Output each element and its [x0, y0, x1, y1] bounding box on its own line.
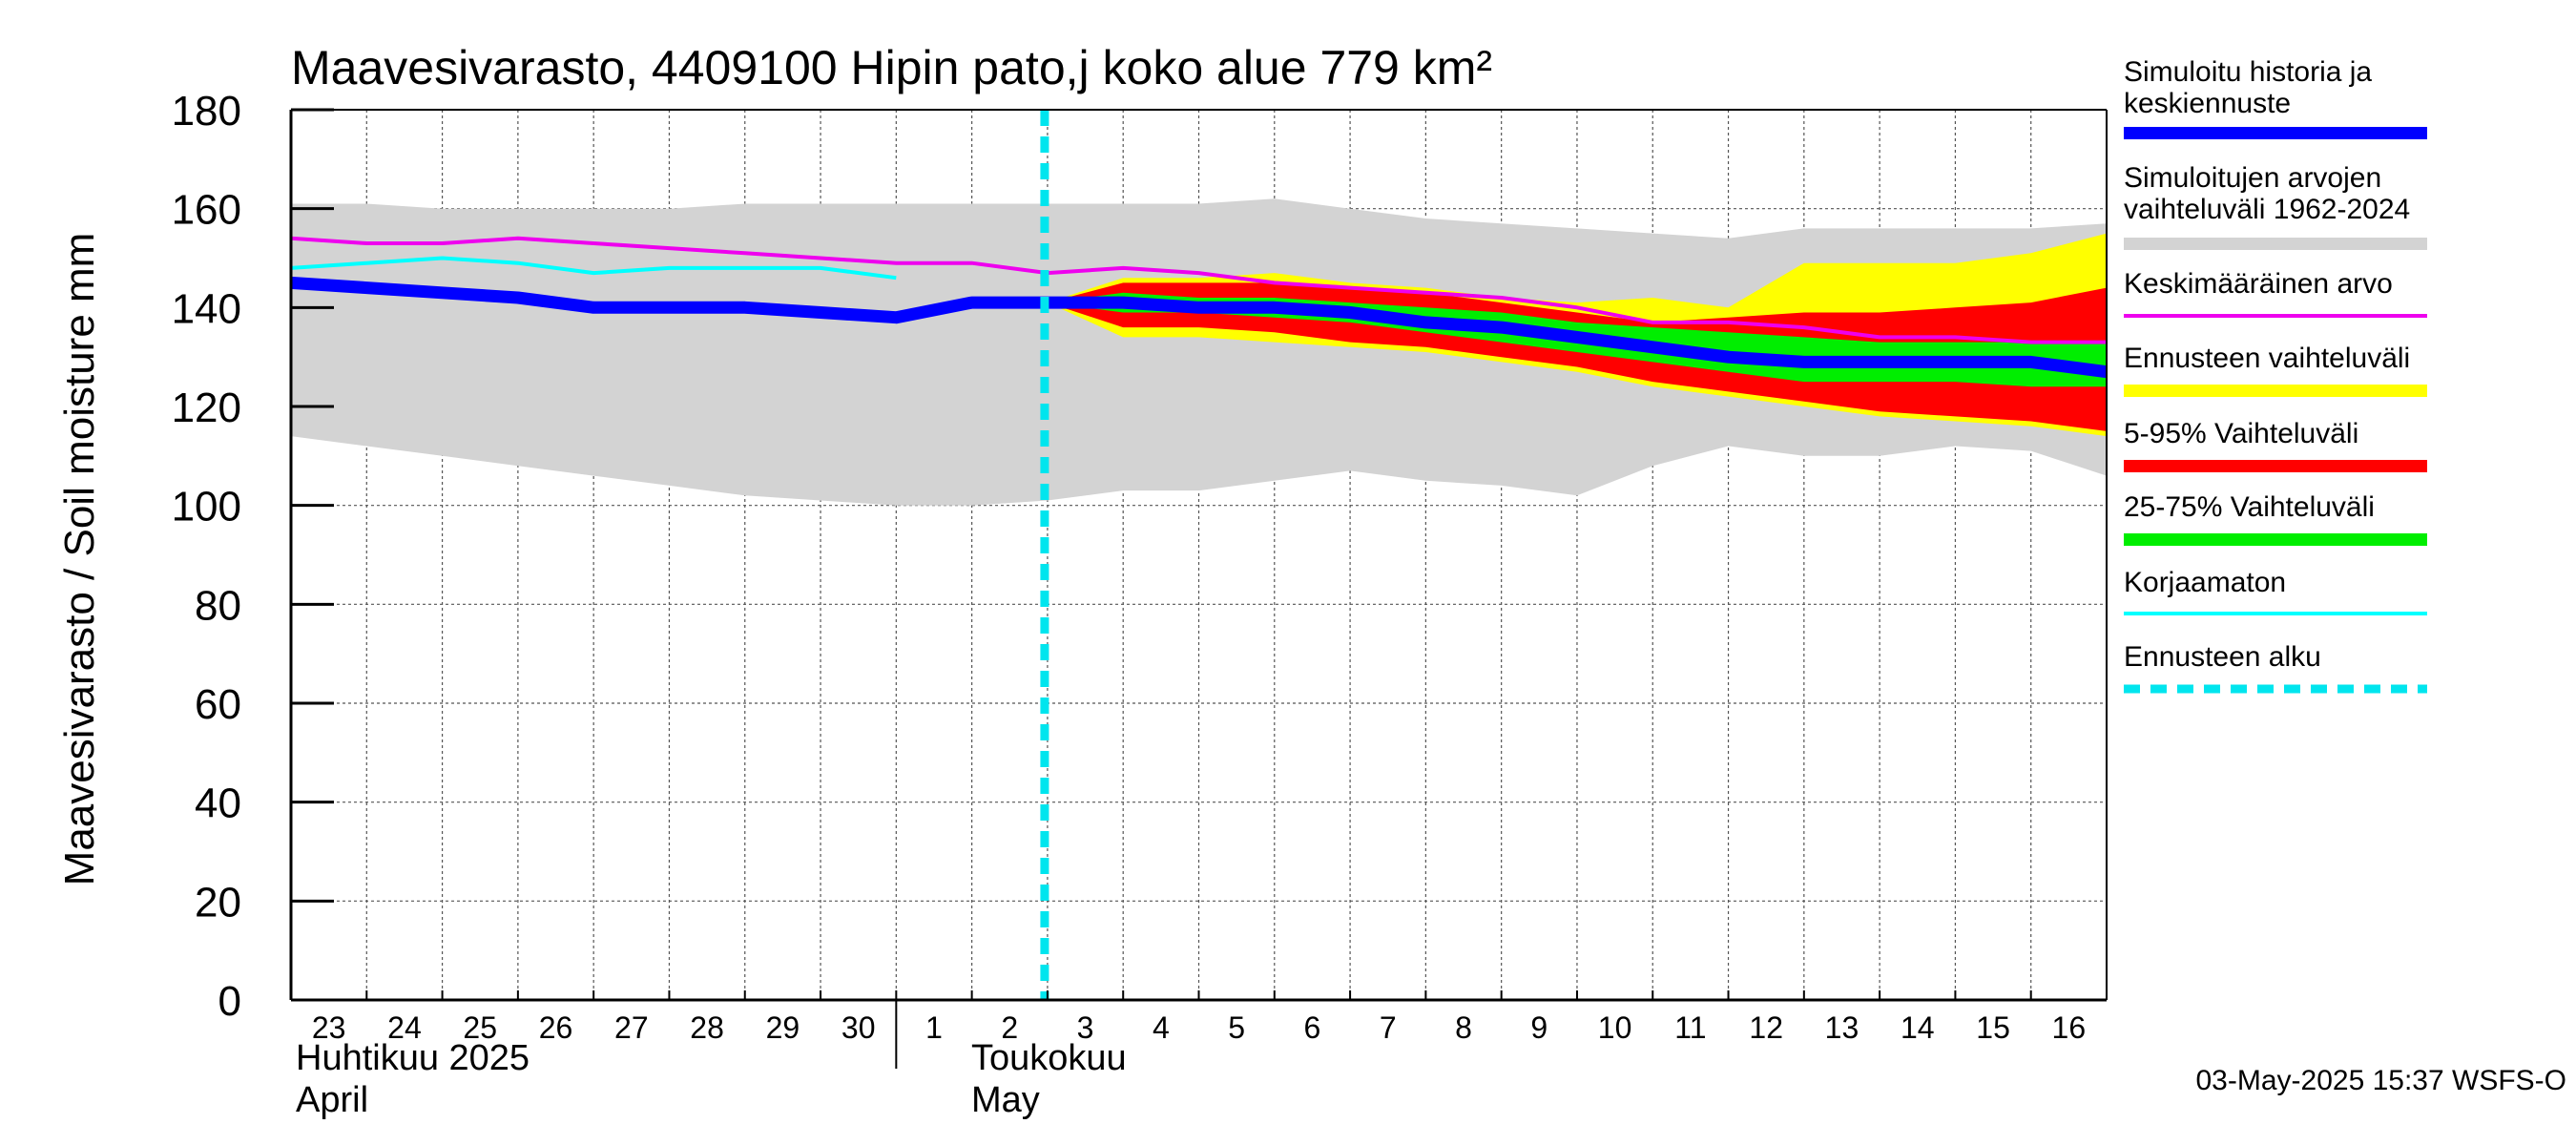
- legend-label-uncorrected: Korjaamaton: [2124, 567, 2286, 598]
- legend-swatch-sim-range: [2124, 238, 2427, 250]
- legend-label-25-75: 25-75% Vaihteluväli: [2124, 491, 2375, 523]
- legend-swatch-sim-history: [2124, 127, 2427, 139]
- legend-label-forecast-start: Ennusteen alku: [2124, 641, 2321, 673]
- legend-label-sim-history: Simuloitu historia ja keskiennuste: [2124, 56, 2372, 119]
- legend-label-forecast-range: Ennusteen vaihteluväli: [2124, 343, 2410, 374]
- x-tick-label: 16: [2052, 1010, 2087, 1045]
- chart-title: Maavesivarasto, 4409100 Hipin pato,j kok…: [291, 41, 1492, 94]
- x-tick-label: 6: [1304, 1010, 1321, 1045]
- x-tick-labels: 23 24 25 26 27 28 29 30 1 2 3 4 5 6 7 8 9 10 11 12 13 14 15 16: [312, 1010, 2086, 1045]
- month-label-may-en: May: [971, 1080, 1040, 1120]
- y-tick-label: 80: [195, 582, 241, 629]
- soil-moisture-chart: Maavesivarasto, 4409100 Hipin pato,j kok…: [0, 0, 2576, 1145]
- legend: Simuloitu historia ja keskiennuste Simulo…: [2124, 56, 2427, 689]
- x-tick-label: 29: [766, 1010, 800, 1045]
- x-tick-label: 26: [539, 1010, 573, 1045]
- y-tick-label: 0: [218, 978, 241, 1025]
- legend-label-sim-range: Simuloitujen arvojen vaihteluväli 1962-20…: [2124, 162, 2410, 225]
- y-tick-label: 20: [195, 879, 241, 926]
- month-label-may-fi: Toukokuu: [971, 1038, 1127, 1078]
- legend-label-mean: Keskimääräinen arvo: [2124, 268, 2393, 300]
- y-tick-label: 100: [172, 484, 241, 531]
- month-label-april-en: April: [296, 1080, 368, 1120]
- month-label-april-fi: Huhtikuu 2025: [296, 1038, 530, 1078]
- x-tick-label: 9: [1530, 1010, 1548, 1045]
- x-tick-label: 5: [1228, 1010, 1245, 1045]
- x-tick-label: 11: [1674, 1010, 1706, 1045]
- legend-swatch-forecast-range: [2124, 385, 2427, 397]
- x-tick-label: 13: [1825, 1010, 1859, 1045]
- y-tick-label: 140: [172, 285, 241, 332]
- y-axis-label: Maavesivarasto / Soil moisture mm: [56, 233, 103, 886]
- x-tick-label: 8: [1455, 1010, 1472, 1045]
- y-tick-label: 40: [195, 781, 241, 827]
- legend-label-5-95: 5-95% Vaihteluväli: [2124, 418, 2358, 449]
- y-tick-label: 160: [172, 187, 241, 234]
- x-tick-label: 1: [925, 1010, 943, 1045]
- y-tick-label: 180: [172, 88, 241, 135]
- legend-swatch-25-75: [2124, 533, 2427, 546]
- x-tick-label: 15: [1976, 1010, 2010, 1045]
- x-tick-label: 4: [1153, 1010, 1170, 1045]
- legend-swatch-mean: [2124, 314, 2427, 318]
- x-tick-label: 28: [690, 1010, 724, 1045]
- legend-swatch-uncorrected: [2124, 612, 2427, 615]
- timestamp-footer: 03-May-2025 15:37 WSFS-O: [2196, 1065, 2567, 1096]
- x-tick-label: 7: [1380, 1010, 1397, 1045]
- y-tick-label: 120: [172, 385, 241, 431]
- legend-swatch-5-95: [2124, 460, 2427, 472]
- x-tick-label: 30: [841, 1010, 876, 1045]
- y-tick-label: 60: [195, 681, 241, 728]
- y-tick-labels: 0 20 40 60 80 100 120 140 160 180: [172, 88, 241, 1025]
- x-tick-label: 27: [614, 1010, 649, 1045]
- x-tick-label: 12: [1749, 1010, 1783, 1045]
- bands-layer: [291, 198, 2107, 505]
- x-tick-label: 10: [1598, 1010, 1632, 1045]
- x-tick-label: 14: [1901, 1010, 1935, 1045]
